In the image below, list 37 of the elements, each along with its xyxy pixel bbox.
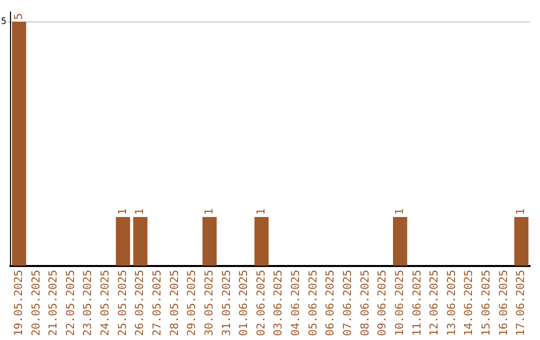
x-tick-label: 29.05.2025 [185, 270, 198, 336]
x-tick-label: 05.06.2025 [306, 270, 320, 336]
x-tick-label: 15.06.2025 [480, 270, 493, 336]
x-tick-label: 06.06.2025 [324, 270, 337, 336]
x-tick-label: 17.06.2025 [514, 270, 528, 336]
x-tick-label: 12.06.2025 [428, 270, 441, 336]
x-tick-label: 03.06.2025 [272, 270, 285, 336]
data-label: 1 [116, 208, 129, 215]
x-tick-label: 09.06.2025 [376, 270, 389, 336]
x-tick-label: 21.05.2025 [46, 270, 60, 336]
x-tick-label: 04.06.2025 [289, 270, 302, 336]
data-label: 1 [514, 208, 528, 215]
data-label: 1 [202, 208, 216, 215]
x-tick-label: 16.06.2025 [496, 270, 510, 336]
x-tick-label: 23.05.2025 [81, 270, 94, 336]
x-tick-label: 19.05.2025 [12, 270, 25, 336]
x-tick-label: 31.05.2025 [220, 270, 233, 336]
x-tick-label: 08.06.2025 [358, 270, 372, 336]
x-tick-label: 30.05.2025 [202, 270, 216, 336]
x-tick-label: 27.05.2025 [150, 270, 164, 336]
x-tick-label: 20.05.2025 [29, 270, 42, 336]
x-tick-label: 13.06.2025 [444, 270, 458, 336]
data-label: 1 [133, 208, 146, 215]
x-tick-label: 28.05.2025 [168, 270, 181, 336]
x-tick-label: 07.06.2025 [341, 270, 354, 336]
x-tick-label: 11.06.2025 [410, 270, 424, 336]
data-label: 1 [392, 208, 406, 215]
x-tick-label: 14.06.2025 [462, 270, 476, 336]
x-tick-label: 25.05.2025 [116, 270, 129, 336]
data-label: 5 [12, 13, 25, 20]
x-tick-label: 24.05.2025 [98, 270, 112, 336]
x-tick-label: 10.06.2025 [392, 270, 406, 336]
x-tick-label: 22.05.2025 [64, 270, 77, 336]
x-tick-label: 01.06.2025 [237, 270, 250, 336]
data-label: 1 [254, 208, 268, 215]
x-tick-label: 02.06.2025 [254, 270, 268, 336]
x-tick-label: 26.05.2025 [133, 270, 146, 336]
